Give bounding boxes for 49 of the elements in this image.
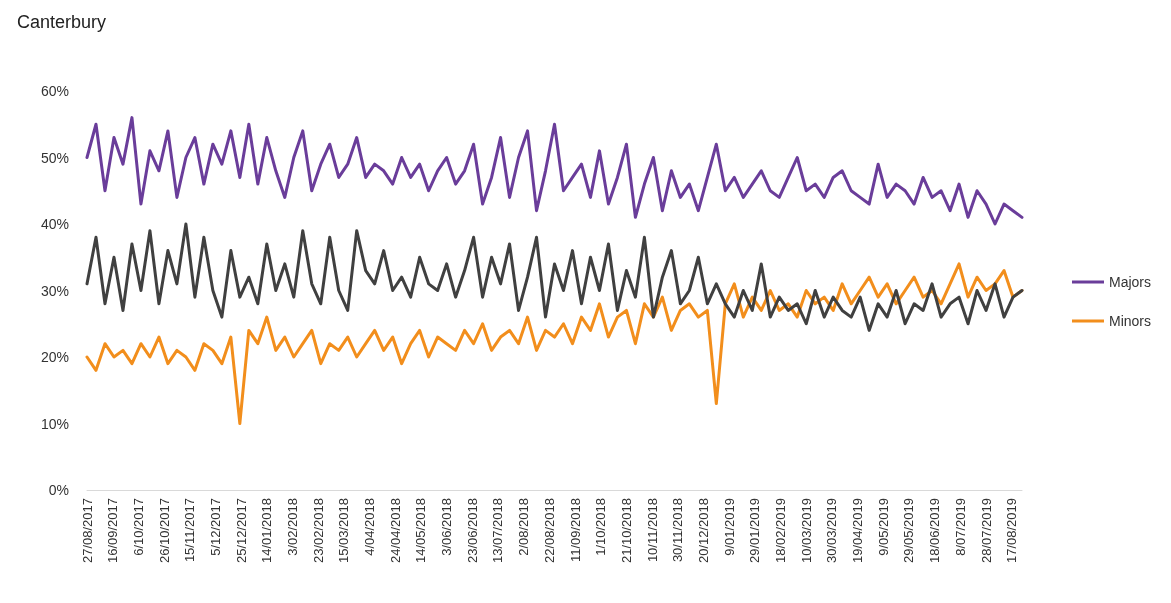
- x-tick-label: 14/01/2018: [259, 498, 275, 564]
- x-tick-label: 19/04/2019: [850, 498, 866, 564]
- x-tick-label: 10/03/2019: [798, 498, 814, 564]
- x-tick-label: 25/12/2017: [233, 498, 249, 564]
- x-tick-label: 15/11/2017: [182, 498, 198, 563]
- x-tick-label: 8/07/2019: [952, 498, 968, 556]
- x-tick-label: 4/04/2018: [362, 498, 378, 556]
- x-tick-label: 23/02/2018: [310, 498, 326, 564]
- x-tick-label: 24/04/2018: [387, 498, 403, 564]
- x-tick-label: 20/12/2018: [695, 498, 711, 564]
- x-tick-label: 22/08/2018: [541, 498, 557, 564]
- line-series: [85, 116, 1024, 226]
- y-tick-label: 0%: [48, 482, 69, 498]
- x-tick-label: 9/01/2019: [721, 498, 737, 556]
- x-tick-label: 3/06/2018: [439, 498, 455, 556]
- x-tick-label: 1/10/2018: [593, 498, 609, 556]
- x-tick-label: 28/07/2019: [978, 498, 994, 564]
- x-tick-label: 3/02/2018: [284, 498, 300, 556]
- x-tick-label: 18/06/2019: [927, 498, 943, 564]
- x-tick-label: 10/11/2018: [644, 498, 660, 563]
- x-tick-label: 23/06/2018: [464, 498, 480, 564]
- line-series: [85, 222, 1024, 332]
- x-tick-label: 26/10/2017: [156, 498, 172, 564]
- y-tick-label: 20%: [40, 349, 69, 365]
- y-tick-label: 40%: [40, 216, 69, 232]
- x-tick-label: 30/03/2019: [824, 498, 840, 564]
- y-tick-label: 50%: [40, 149, 69, 166]
- y-tick-label: 60%: [40, 83, 69, 99]
- x-tick-label: 29/05/2019: [901, 498, 917, 564]
- x-tick-label: 29/01/2019: [747, 498, 763, 564]
- x-tick-label: 6/10/2017: [130, 498, 146, 556]
- x-tick-label: 16/09/2017: [105, 498, 121, 564]
- legend-label: Minors: [1108, 313, 1152, 329]
- chart-title: Canterbury: [17, 12, 107, 32]
- x-tick-label: 15/03/2018: [336, 498, 352, 564]
- x-tick-label: 27/08/2017: [79, 498, 95, 564]
- x-tick-label: 18/02/2019: [773, 498, 789, 564]
- x-tick-label: 21/10/2018: [618, 498, 634, 564]
- x-tick-label: 13/07/2018: [490, 498, 506, 564]
- y-tick-label: 30%: [40, 282, 69, 299]
- y-tick-label: 10%: [40, 415, 69, 432]
- x-tick-label: 11/09/2018: [567, 498, 583, 563]
- legend-label: Majors: [1108, 274, 1152, 290]
- x-tick-label: 30/11/2018: [670, 498, 686, 563]
- x-tick-label: 14/05/2018: [413, 498, 429, 564]
- x-tick-label: 9/05/2019: [875, 498, 891, 556]
- x-tick-label: 5/12/2017: [207, 498, 223, 556]
- x-tick-label: 2/08/2018: [516, 498, 532, 556]
- x-tick-label: 17/08/2019: [1004, 498, 1020, 564]
